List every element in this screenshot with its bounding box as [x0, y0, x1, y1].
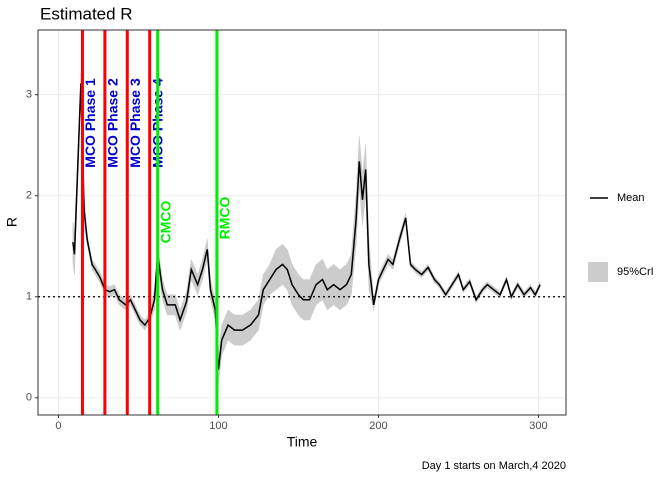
x-tick-label: 0 — [55, 420, 61, 432]
x-tick-label: 300 — [529, 420, 547, 432]
caption: Day 1 starts on March,4 2020 — [422, 460, 566, 472]
y-axis-title: R — [4, 217, 20, 227]
x-tick-label: 200 — [369, 420, 387, 432]
panel-border — [37, 29, 567, 416]
y-tick-label: 2 — [26, 190, 32, 202]
event-label: MCO Phase 1 — [82, 78, 98, 168]
x-tick-label: 100 — [209, 420, 227, 432]
event-label: CMCO — [157, 201, 173, 244]
x-axis-title: Time — [287, 434, 318, 450]
event-label: RMCO — [217, 196, 233, 239]
event-label: MCO Phase 3 — [127, 78, 143, 168]
mean-line — [72, 83, 541, 370]
y-tick-label: 3 — [26, 89, 32, 101]
legend-key — [588, 262, 608, 282]
event-label: MCO Phase 2 — [105, 78, 121, 168]
legend-label: Mean — [617, 192, 645, 204]
y-tick-label: 1 — [26, 291, 32, 303]
y-tick-label: 0 — [26, 392, 32, 404]
chart-title: Estimated R — [40, 4, 133, 23]
legend-label: 95%CrI — [617, 266, 654, 278]
